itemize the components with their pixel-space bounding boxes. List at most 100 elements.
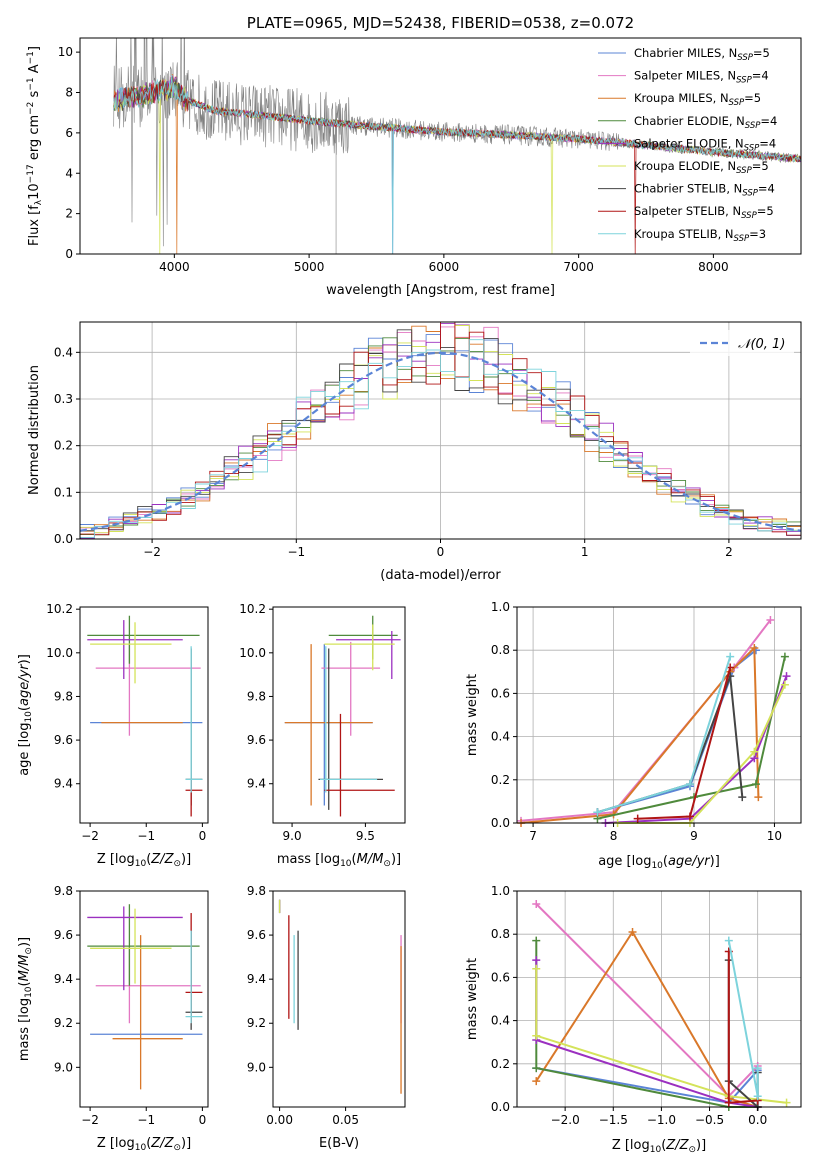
x-tick-label: 0 (199, 829, 207, 843)
y-tick-label: 9.6 (247, 928, 266, 942)
x-tick-label: −0.5 (695, 1113, 724, 1127)
x-tick-label: 7000 (563, 260, 594, 274)
axes: 0.00 0.05 9.0 9.2 9.4 9.6 9.8 (247, 884, 406, 1127)
legend-entry: Chabrier ELODIE, NSSP=4 (634, 114, 777, 131)
axes-frame (272, 890, 406, 1108)
label-part: age [log (17, 723, 32, 776)
weight-line (535, 960, 758, 1108)
weight-line (727, 960, 759, 1110)
weight-line (535, 940, 758, 1108)
x-tick-label: −2 (143, 545, 161, 559)
legend-model: Salpeter STELIB, N (634, 204, 741, 218)
y-tick-label: 0.6 (491, 970, 510, 984)
x-tick-label: 7 (529, 829, 537, 843)
label-part: Z/Z (665, 1138, 689, 1153)
weights-kroupa-stelib (593, 652, 735, 817)
label-part: age/yr (668, 854, 711, 869)
label-part: ( (17, 706, 32, 711)
x-tick-label: −1 (137, 829, 155, 843)
y-tick-label: 0.8 (491, 927, 510, 941)
legend-box (690, 330, 794, 356)
errorbar-kroupa-elodie (90, 622, 172, 684)
weights-salpeter-miles (517, 615, 775, 825)
label-part: )] (710, 854, 720, 869)
weight-marker (726, 652, 735, 661)
errorbar-salpeter-miles (95, 946, 201, 1024)
weight-marker (532, 1077, 541, 1086)
weight-line (520, 645, 760, 824)
x-tick-label: 0.0 (748, 1113, 767, 1127)
x-axis-label: Z [log10(Z/Z⊙)] (612, 1138, 706, 1155)
legend-entry: Kroupa STELIB, NSSP=3 (634, 227, 766, 244)
x-axis-label: mass [log10(M/M⊙)] (277, 852, 401, 869)
axes: 7 8 9 10 0.0 0.2 0.4 0.6 0.8 1.0 (491, 600, 802, 843)
x-tick-label: −1 (287, 545, 305, 559)
x-axis-label: wavelength [Angstrom, rest frame] (326, 283, 555, 298)
plot-area (80, 322, 801, 539)
weights-kroupa-stelib (724, 936, 762, 1101)
y-tick-label: 1.0 (491, 884, 510, 898)
legend-sub: SSP (736, 76, 752, 86)
errorbar-kroupa-miles (112, 935, 183, 1090)
label-part: mass [log (17, 998, 32, 1061)
y-tick-label: 0.4 (491, 1014, 510, 1028)
legend-model: Kroupa MILES, N (634, 91, 729, 105)
weight-marker (753, 1092, 762, 1101)
errorbar-chabrier-elodie (328, 615, 398, 660)
errorbar-kroupa-stelib (185, 646, 203, 793)
label-part: A (27, 64, 42, 77)
axes-frame (516, 890, 802, 1108)
weight-marker (738, 793, 747, 802)
y-tick-label: 0.8 (491, 643, 510, 657)
label-part: erg cm (27, 115, 42, 164)
x-tick-label: 1 (581, 545, 589, 559)
weight-marker (532, 899, 541, 908)
x-tick-label: −2.0 (551, 1113, 580, 1127)
y-tick-label: 0.3 (54, 392, 73, 406)
legend-n: =3 (749, 227, 766, 241)
legend-entry: Chabrier STELIB, NSSP=4 (634, 182, 775, 199)
legend-sub: SSP (741, 211, 757, 221)
y-tick-label: 9.4 (54, 777, 73, 791)
x-tick-label: 9.5 (356, 829, 375, 843)
errorbar-kroupa-elodie (324, 624, 395, 671)
legend-entry: Kroupa ELODIE, NSSP=5 (634, 159, 769, 176)
y-axis-label: age [log10(age/yr)] (17, 654, 34, 776)
y-axis-label: Normed distribution (27, 365, 42, 495)
y-tick-label: 0.2 (491, 773, 510, 787)
label-part: −1 (26, 77, 36, 90)
label-part: 10 (135, 1143, 147, 1153)
legend-model: Kroupa ELODIE, N (634, 159, 736, 173)
label-part: λ (34, 199, 44, 205)
x-axis-label: Z [log10(Z/Z⊙)] (97, 1136, 191, 1153)
x-tick-label: 9 (690, 829, 698, 843)
legend-n: =5 (744, 91, 761, 105)
legend-model: Kroupa STELIB, N (634, 227, 734, 241)
label-part: 10 (24, 986, 34, 998)
y-tick-label: 0.6 (491, 686, 510, 700)
weight-marker (628, 928, 637, 937)
y-tick-label: 8 (65, 86, 73, 100)
y-tick-label: 9.6 (54, 928, 73, 942)
label-part: Z/Z (150, 852, 174, 867)
legend-entry: Salpeter STELIB, NSSP=5 (634, 204, 774, 221)
legend-n: =5 (752, 159, 769, 173)
label-part: Z/Z (150, 1136, 174, 1151)
legend-n: =4 (758, 182, 775, 196)
weight-marker (724, 936, 733, 945)
weight-marker (750, 747, 759, 756)
weight-marker (532, 956, 541, 965)
axes: −2 −1 0 9.0 9.2 9.4 9.6 9.8 (54, 884, 209, 1127)
y-tick-label: 9.4 (54, 972, 73, 986)
y-axis-label: mass [log10(M/M⊙)] (17, 937, 34, 1061)
label-part: −2 (26, 102, 36, 115)
y-tick-label: 9.4 (247, 777, 266, 791)
errorbar-salpeter-stelib (185, 779, 203, 817)
weight-marker (753, 1064, 762, 1073)
plot-area (278, 899, 402, 1094)
y-tick-label: 0.4 (491, 730, 510, 744)
label-part: )] (696, 1138, 706, 1153)
y-tick-label: 4 (65, 166, 73, 180)
y-tick-label: 9.8 (247, 689, 266, 703)
plot-area (87, 615, 203, 817)
